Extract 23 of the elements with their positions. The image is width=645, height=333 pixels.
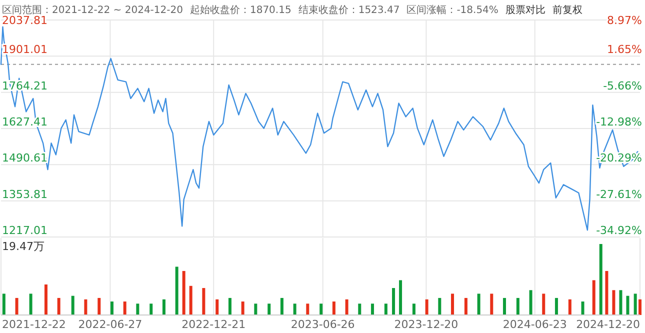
x-tick-label: 2022-06-27 [78,318,142,331]
x-tick-label: 2022-12-21 [182,318,246,331]
text: 区间涨幅：-18.54% [406,4,498,16]
x-tick-label: 2023-12-20 [394,318,458,331]
y2-tick-label: -5.66% [603,79,642,92]
x-tick-label: 2021-12-22 [2,318,66,331]
chart-title: 区间范围：2021-12-22 ~ 2024-12-20 [2,4,183,16]
text: 结束收盘价：1523.47 [298,4,400,16]
y-tick-label: 1217.01 [2,224,48,237]
text: 股票对比 [505,4,546,16]
x-tick-label: 2024-06-23 [502,318,567,331]
annotation: 19.47万 [2,240,44,253]
y2-tick-label: -34.92% [596,224,642,237]
text: 前复权 [552,4,582,16]
y-tick-label: 2037.81 [2,14,48,27]
x-tick-label: 2024-12-20 [576,318,640,331]
y2-tick-label: 1.65% [607,43,642,56]
y2-tick-label: 8.97% [607,14,642,27]
y-tick-label: 1353.81 [2,188,48,201]
y2-tick-label: -27.61% [596,188,642,201]
x-tick-label: 2023-06-26 [290,318,355,331]
y2-tick-label: -12.98% [596,116,642,129]
text: 起始收盘价：1870.15 [190,4,292,16]
